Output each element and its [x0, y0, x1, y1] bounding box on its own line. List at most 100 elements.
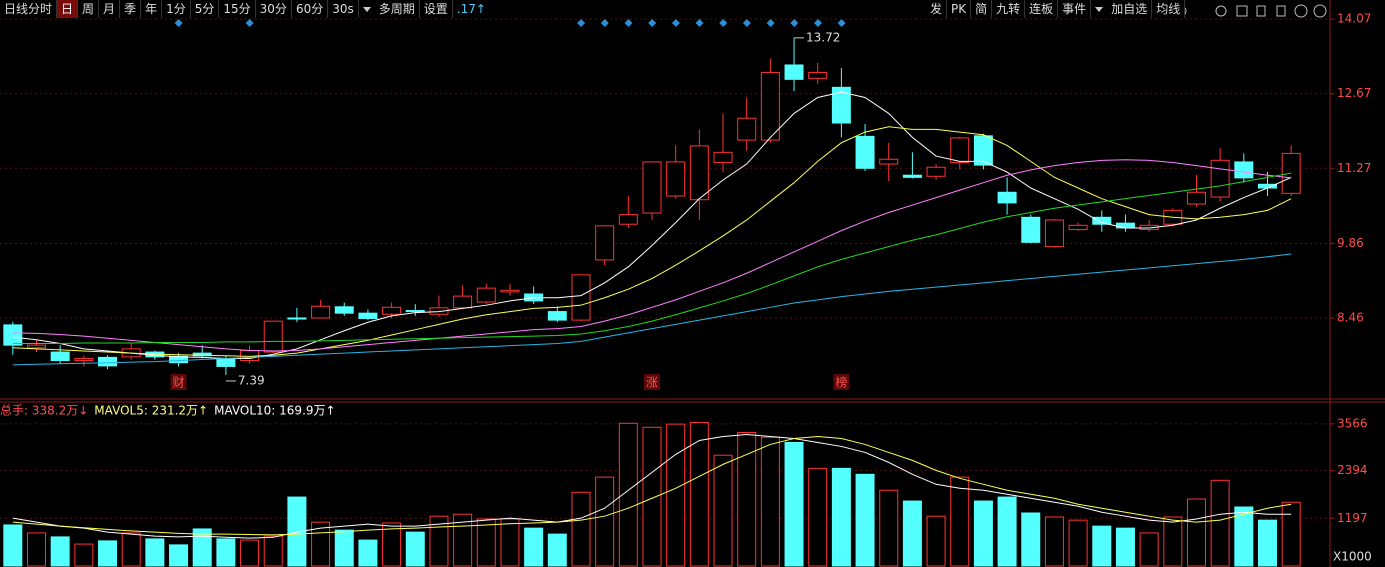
- volume-bar: [855, 473, 875, 567]
- toolbar-button[interactable]: 九转: [992, 0, 1026, 18]
- volume-bar: [524, 527, 544, 567]
- candle-body: [287, 317, 307, 320]
- toolbar-button[interactable]: 连板: [1025, 0, 1059, 18]
- dropdown-caret[interactable]: [362, 6, 371, 12]
- candle-body: [831, 86, 851, 124]
- signal-diamonds: [174, 19, 846, 27]
- volume-bar: [1068, 519, 1088, 567]
- volume-average-line: [12, 435, 1292, 536]
- toolbar-button[interactable]: 日线分时: [0, 0, 58, 18]
- toolbar-button[interactable]: 年: [141, 0, 163, 18]
- volume-bar: [145, 538, 165, 567]
- icon[interactable]: [1236, 5, 1248, 17]
- candle-body: [429, 307, 449, 315]
- moving-average-line: [12, 91, 1292, 359]
- toolbar-button[interactable]: 多周期: [375, 0, 420, 18]
- candle-body: [808, 71, 828, 79]
- candle-body: [642, 161, 662, 214]
- volume-bar: [192, 528, 212, 567]
- candle-body: [973, 135, 993, 166]
- volume-bar: [737, 431, 757, 567]
- volume-bar: [1092, 525, 1112, 567]
- volume-bar: [500, 518, 520, 567]
- event-badge: [644, 374, 660, 390]
- volume-bar: [287, 496, 307, 567]
- icon[interactable]: [1215, 5, 1227, 17]
- volume-bar: [784, 441, 804, 567]
- candle-body: [950, 137, 970, 163]
- candle-body: [50, 351, 70, 362]
- candle-body: [1044, 219, 1064, 248]
- zoom-out[interactable]: [1313, 4, 1327, 18]
- event-label: 涨: [646, 375, 658, 390]
- candle-body: [666, 161, 686, 197]
- candle-body: [879, 158, 899, 165]
- volume-bar: [713, 454, 733, 567]
- moving-average-line: [12, 126, 1292, 357]
- toolbar-button[interactable]: 发: [926, 0, 948, 18]
- toolbar-button[interactable]: 加自选: [1107, 0, 1153, 18]
- volume-bar: [453, 513, 473, 567]
- candle-body: [169, 355, 189, 364]
- y-tick-label: 1197: [1337, 511, 1368, 525]
- candle-body: [358, 312, 378, 320]
- event-badge: [833, 374, 850, 390]
- candle-body: [1115, 222, 1135, 229]
- toolbar-button[interactable]: 事件: [1058, 0, 1092, 18]
- zoom-in[interactable]: [1294, 4, 1308, 18]
- candle-body: [926, 166, 946, 177]
- candle-body: [382, 306, 402, 315]
- volume-bar: [571, 491, 591, 567]
- volume-bar: [358, 539, 378, 567]
- candle-body: [27, 344, 47, 349]
- volume-bar: [642, 426, 662, 567]
- toolbar-button[interactable]: 季: [120, 0, 142, 18]
- toolbar-button[interactable]: 5分: [191, 0, 220, 18]
- toolbar-button[interactable]: PK: [947, 0, 972, 18]
- toolbar-button[interactable]: 15分: [219, 0, 256, 18]
- candle-body: [1021, 216, 1041, 243]
- volume-bar: [950, 476, 970, 567]
- toolbar-button[interactable]: 设置: [420, 0, 453, 18]
- candle-body: [476, 287, 496, 303]
- event-badge: [170, 374, 187, 390]
- candle-body: [1092, 216, 1112, 225]
- toolbar-button[interactable]: 简: [971, 0, 993, 18]
- volume-bar: [808, 467, 828, 567]
- toolbar-button[interactable]: 周: [78, 0, 100, 18]
- candle-body: [98, 356, 118, 367]
- volume-bar: [3, 524, 23, 567]
- event-label: 财: [173, 376, 185, 390]
- toolbar-button[interactable]: 日: [57, 0, 79, 18]
- volume-bar: [926, 515, 946, 567]
- volume-bar: [216, 538, 236, 567]
- y-tick-label: 12.67: [1337, 86, 1371, 100]
- toolbar-button[interactable]: 1分: [162, 0, 191, 18]
- volume-bar: [405, 531, 425, 567]
- candle-body: [1068, 224, 1088, 231]
- toolbar-button[interactable]: .17↑: [456, 2, 486, 16]
- icon[interactable]: [1256, 5, 1266, 17]
- toolbar-button[interactable]: 月: [99, 0, 121, 18]
- moving-average-line: [12, 159, 1292, 352]
- volume-bar: [240, 539, 260, 567]
- toolbar-button[interactable]: 30s: [328, 0, 359, 18]
- volume-bar: [50, 536, 70, 567]
- candle-body: [997, 191, 1017, 204]
- toolbar-icons[interactable]: [1175, 4, 1327, 18]
- candle-body: [334, 306, 354, 314]
- icon[interactable]: [1276, 5, 1286, 17]
- dropdown-caret[interactable]: [1095, 6, 1104, 12]
- candle-body: [737, 117, 757, 141]
- volume-bar: [429, 515, 449, 567]
- volume-bar: [879, 489, 899, 567]
- toolbar-button[interactable]: 60分: [292, 0, 329, 18]
- toolbar-right: 发 PK 简九转 连板 事件 加自选 均线: [926, 0, 1186, 18]
- toolbar-button[interactable]: 均线: [1152, 0, 1186, 18]
- candle-body: [547, 311, 567, 321]
- volume-bar: [1115, 527, 1135, 567]
- volume-bar: [1257, 519, 1277, 567]
- toolbar-button[interactable]: 30分: [256, 0, 292, 18]
- volume-bar: [760, 436, 780, 567]
